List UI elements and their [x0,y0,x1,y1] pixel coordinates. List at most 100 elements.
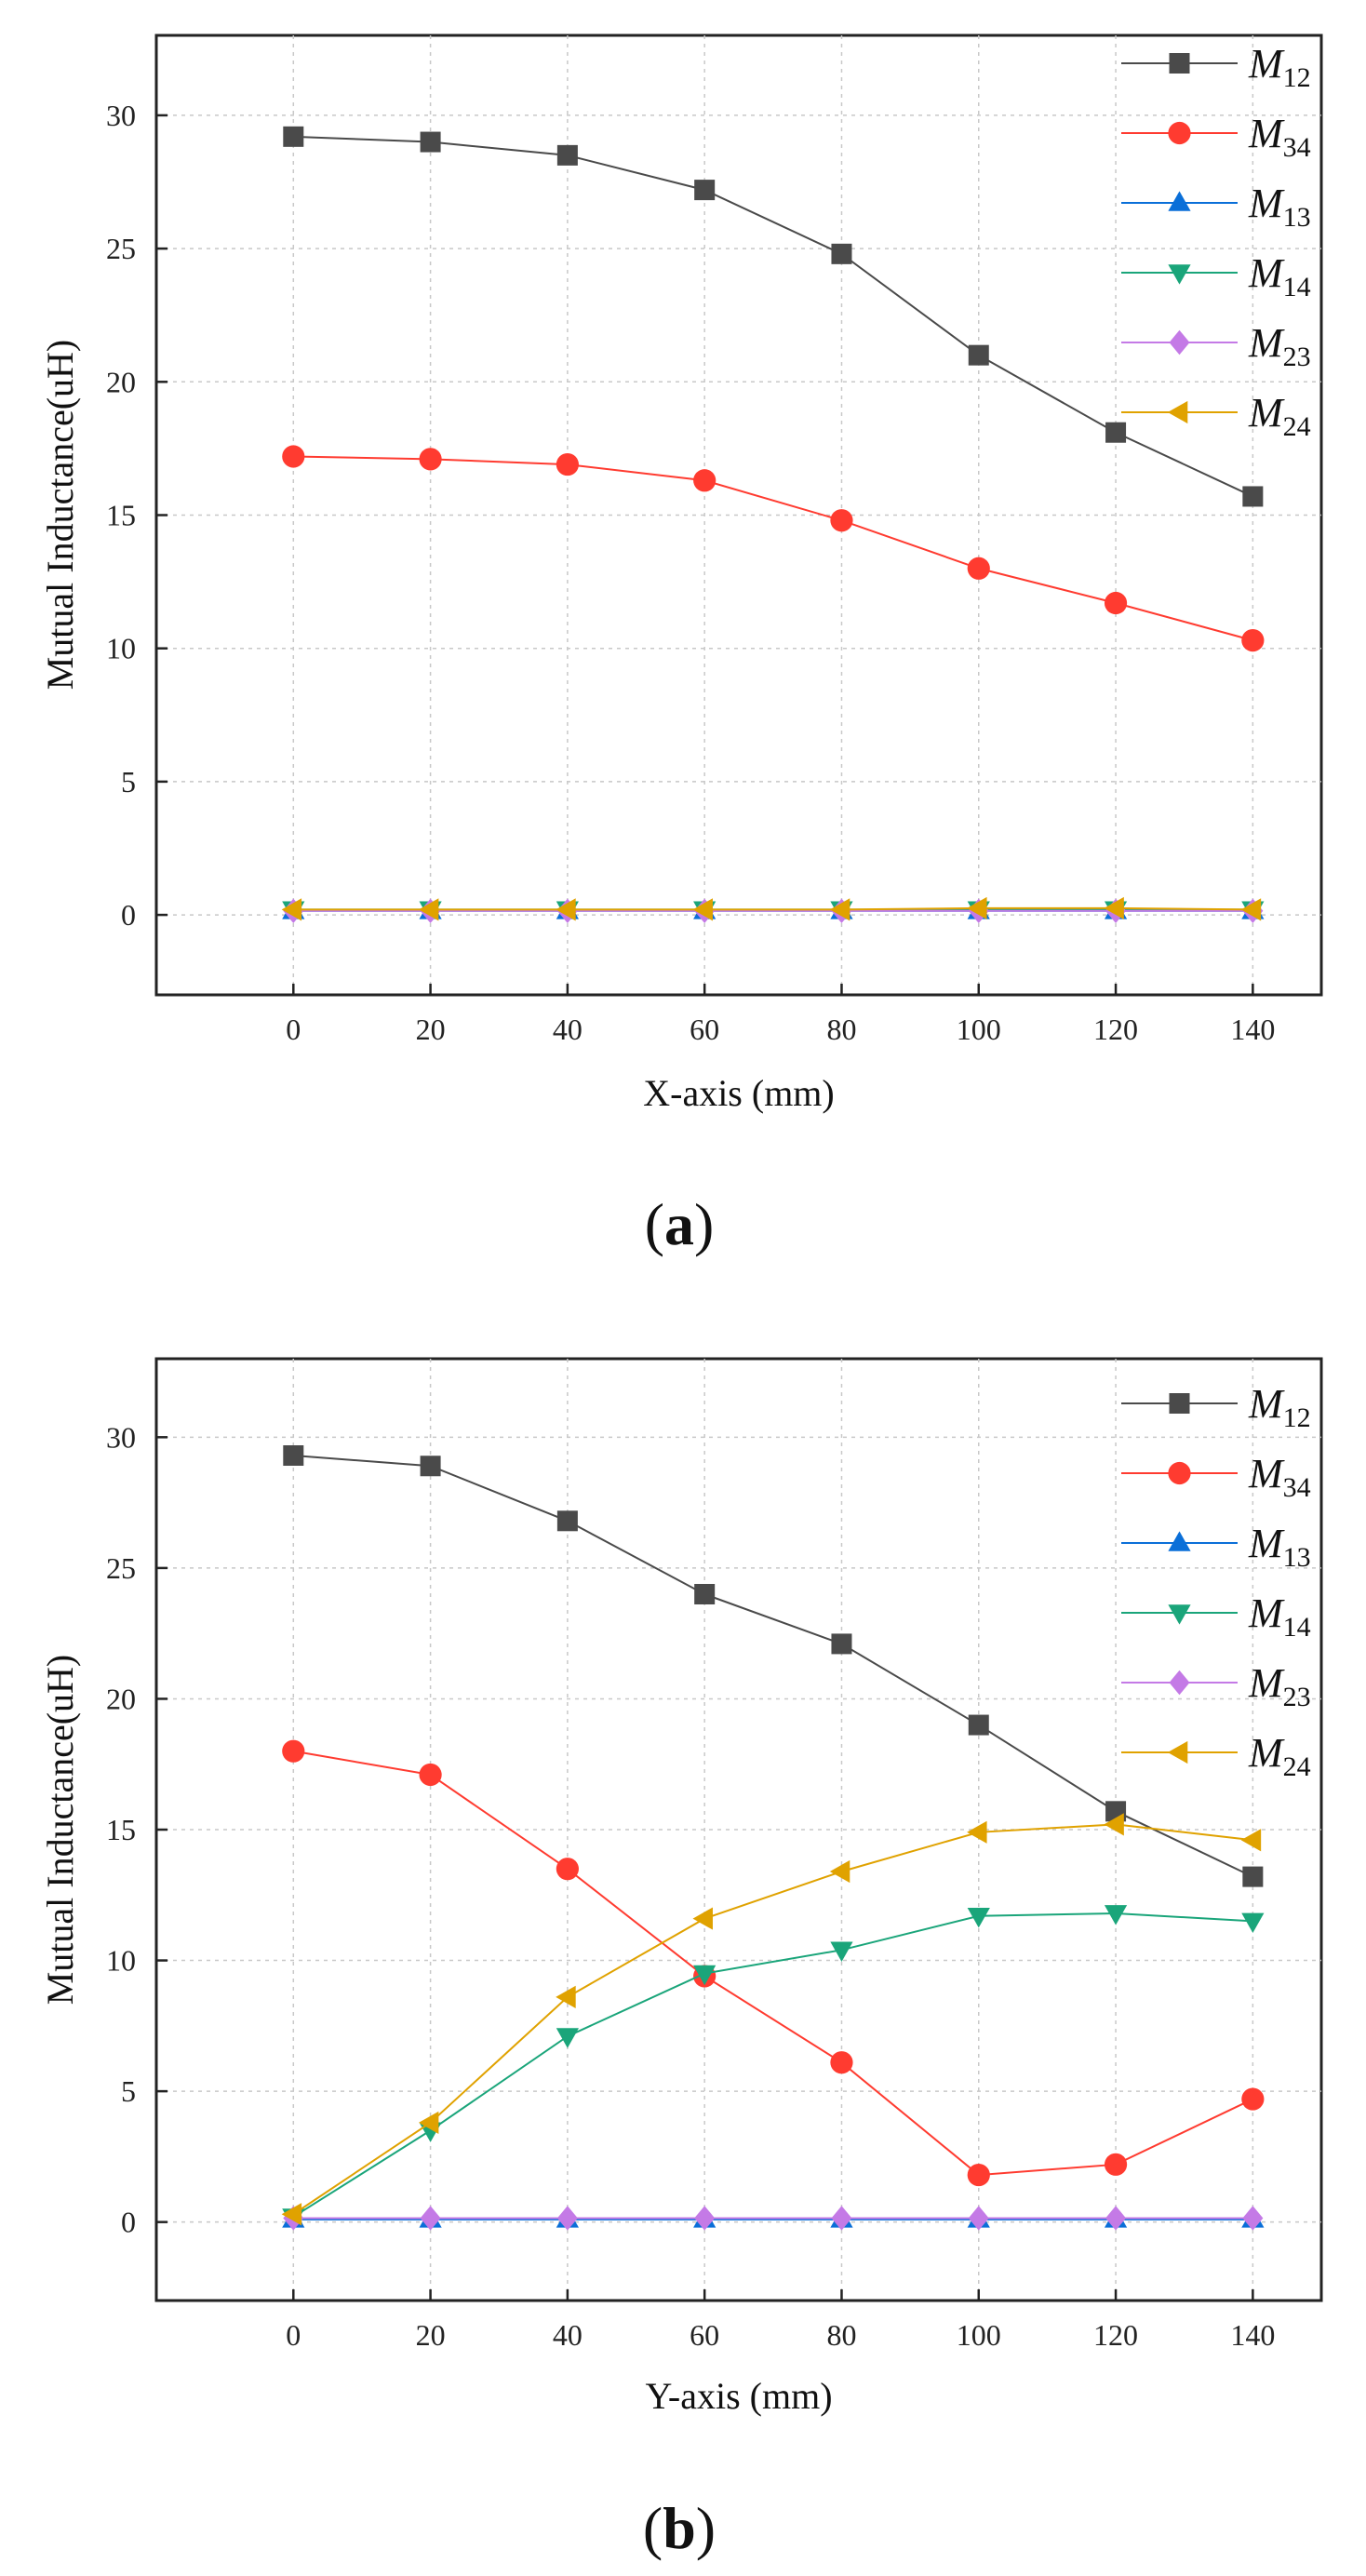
y-tick-label: 20 [106,1682,136,1715]
data-point-m34 [282,445,305,468]
data-point-m23 [1242,2206,1264,2231]
data-point-m24 [1104,1813,1124,1836]
legend-marker-m12 [1169,1393,1190,1414]
data-point-m24 [1240,1829,1262,1852]
data-point-m23 [968,2206,989,2231]
data-point-m34 [830,2051,853,2074]
x-tick-label: 120 [1093,1013,1138,1046]
data-point-m12 [556,144,578,166]
y-tick-label: 0 [121,898,136,932]
panel-label-b: (b) [643,2495,716,2561]
legend-label-m13: M13 [1248,1521,1311,1573]
data-point-m12 [283,126,304,147]
series-line-m12 [293,135,1253,498]
legend-label-m12: M12 [1248,41,1311,93]
data-point-m34 [1104,2153,1128,2176]
y-tick-label: 5 [121,2074,136,2108]
data-point-m12 [694,180,716,201]
data-point-m24 [967,1820,987,1844]
y-tick-label: 10 [106,1944,136,1978]
x-axis-label: Y-axis (mm) [645,2375,832,2417]
x-tick-label: 60 [690,1013,719,1046]
data-point-m12 [968,1714,989,1736]
data-point-m24 [692,1907,713,1930]
data-point-m34 [282,1739,305,1763]
legend-label-m23: M23 [1248,1660,1311,1712]
legend-marker-m24 [1167,400,1188,424]
data-point-m24 [281,2203,302,2226]
data-point-m23 [694,2206,716,2231]
series-line-m24 [292,1823,1253,2216]
y-tick-label: 30 [106,1420,136,1454]
data-point-m12 [1242,1866,1264,1887]
legend-marker-m34 [1168,1461,1191,1485]
data-point-m12 [1242,486,1264,507]
data-point-m24 [692,898,713,921]
data-point-m12 [283,1445,304,1467]
x-tick-label: 100 [957,1013,1001,1046]
legend-marker-m23 [1169,1670,1190,1696]
data-point-m34 [967,557,990,580]
data-point-m34 [419,448,442,471]
x-tick-label: 40 [553,2318,583,2352]
data-point-m24 [418,898,439,921]
data-point-m12 [556,1510,578,1532]
data-point-m34 [1104,591,1128,615]
data-point-m14 [556,2028,579,2048]
x-tick-label: 0 [286,2318,301,2352]
legend-marker-m12 [1169,53,1190,74]
data-point-m12 [420,131,441,153]
x-tick-label: 20 [416,1013,446,1046]
data-point-m34 [556,452,579,476]
y-tick-label: 30 [106,99,136,132]
x-axis-label: X-axis (mm) [643,1072,835,1114]
data-point-m24 [967,896,987,920]
data-point-m23 [1105,2206,1127,2231]
chart-panel-b: 0 20 40 60 80 100 120 140 0 5 10 15 20 25 30 M12 M34 M13… [39,1357,1323,2561]
legend-label-m24: M24 [1248,390,1311,442]
legend-marker-m23 [1169,329,1190,356]
x-tick-label: 140 [1230,2318,1275,2352]
data-point-m12 [831,1633,852,1655]
data-point-m24 [829,1859,850,1884]
data-point-m34 [1241,2087,1265,2111]
legend-marker-m13 [1168,191,1191,211]
data-point-m24 [1240,898,1262,921]
panel-label-a: (a) [645,1191,715,1257]
y-tick-label: 15 [106,499,136,532]
data-point-m14 [830,1941,853,1962]
series-line-m34 [293,1750,1253,2177]
x-tick-label: 60 [690,2318,719,2352]
legend-label-m13: M13 [1248,181,1311,233]
series-line-m24 [293,906,1253,911]
chart-panel-a: 0 20 40 60 80 100 120 140 0 5 10 15 20 25 30 M12 M34 M13… [39,34,1323,1257]
x-tick-label: 40 [553,1013,583,1046]
legend-label-m14: M14 [1248,250,1311,302]
y-tick-label: 15 [106,1813,136,1846]
data-point-m12 [1105,422,1127,443]
data-point-m24 [556,898,576,921]
series-line-m14 [292,1912,1253,2218]
legend-label-m23: M23 [1248,320,1311,372]
legend-label-m24: M24 [1248,1730,1311,1782]
series-line-m34 [293,455,1253,642]
y-tick-label: 25 [106,1551,136,1585]
x-tick-label: 100 [957,2318,1001,2352]
y-tick-label: 5 [121,765,136,798]
data-point-m24 [418,2111,439,2134]
data-point-m14 [967,1907,990,1928]
data-point-m34 [693,469,716,492]
legend-label-m12: M12 [1248,1381,1311,1433]
data-point-m23 [420,2206,441,2231]
data-point-m24 [556,1985,576,2009]
legend-marker-m14 [1168,264,1191,285]
legend-marker-m14 [1168,1604,1191,1625]
data-point-m23 [556,2206,578,2231]
legend-marker-m13 [1168,1531,1191,1551]
x-tick-label: 0 [286,1013,301,1046]
x-tick-label: 140 [1230,1013,1275,1046]
y-tick-label: 25 [106,232,136,265]
x-tick-label: 80 [826,2318,856,2352]
data-point-m34 [830,509,853,532]
legend-label-m34: M34 [1248,111,1311,163]
